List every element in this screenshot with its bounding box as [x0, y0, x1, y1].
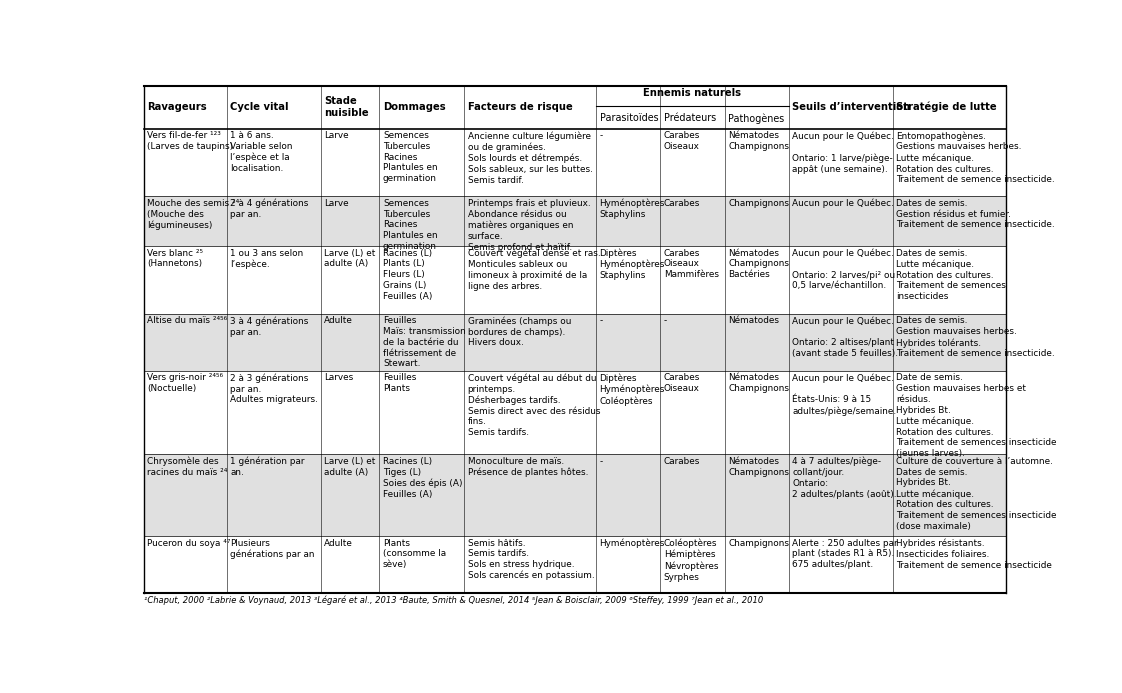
- Text: Vers gris-noir ²⁴⁵⁶
(Noctuelle): Vers gris-noir ²⁴⁵⁶ (Noctuelle): [147, 374, 223, 393]
- Bar: [144, 246, 1006, 314]
- Text: Feuilles
Plants: Feuilles Plants: [383, 374, 416, 393]
- Text: Dates de semis.
Gestion mauvaises herbes.
Hybrides tolérants.
Traitement de seme: Dates de semis. Gestion mauvaises herbes…: [896, 317, 1055, 358]
- Text: Monoculture de maïs.
Présence de plantes hôtes.: Monoculture de maïs. Présence de plantes…: [468, 457, 588, 477]
- Bar: [144, 536, 1006, 593]
- Text: Facteurs de risque: Facteurs de risque: [468, 102, 572, 112]
- Text: Couvert végétal dense et ras.
Monticules sableux ou
limoneux à proximité de la
l: Couvert végétal dense et ras. Monticules…: [468, 249, 600, 291]
- Text: Carabes
Oiseaux
Mammifères: Carabes Oiseaux Mammifères: [664, 249, 719, 279]
- Text: Aucun pour le Québec.

États-Unis: 9 à 15
adultes/piège/semaine.: Aucun pour le Québec. États-Unis: 9 à 15…: [792, 374, 896, 416]
- Text: Dommages: Dommages: [383, 102, 445, 112]
- Text: Racines (L)
Tiges (L)
Soies des épis (A)
Feuilles (A): Racines (L) Tiges (L) Soies des épis (A)…: [383, 457, 462, 499]
- Text: Larve: Larve: [324, 199, 349, 208]
- Text: Carabes: Carabes: [664, 457, 700, 466]
- Text: Aucun pour le Québec.: Aucun pour le Québec.: [792, 199, 894, 209]
- Text: Nématodes
Champignons
Bactéries: Nématodes Champignons Bactéries: [728, 249, 789, 279]
- Bar: [144, 128, 1006, 196]
- Text: Cycle vital: Cycle vital: [230, 102, 288, 112]
- Text: 4 à 7 adultes/piège-
collant/jour.
Ontario:
2 adultes/plants (août).: 4 à 7 adultes/piège- collant/jour. Ontar…: [792, 457, 896, 498]
- Text: Aucun pour le Québec.

Ontario: 1 larve/piège-
appât (une semaine).: Aucun pour le Québec. Ontario: 1 larve/p…: [792, 131, 894, 173]
- Text: Date de semis.
Gestion mauvaises herbes et
résidus.
Hybrides Bt.
Lutte mécanique: Date de semis. Gestion mauvaises herbes …: [896, 374, 1057, 458]
- Text: Dates de semis.
Gestion résidus et fumier.
Traitement de semence insecticide.: Dates de semis. Gestion résidus et fumie…: [896, 199, 1055, 229]
- Text: Hybrides résistants.
Insecticides foliaires.
Traitement de semence insecticide: Hybrides résistants. Insecticides foliai…: [896, 538, 1052, 570]
- Text: Prédateurs: Prédateurs: [664, 114, 716, 123]
- Text: Vers blanc ²⁵
(Hannetons): Vers blanc ²⁵ (Hannetons): [147, 249, 203, 268]
- Text: -: -: [599, 131, 603, 140]
- Text: Larve (L) et
adulte (A): Larve (L) et adulte (A): [324, 249, 376, 268]
- Bar: [144, 86, 1006, 128]
- Text: Hyménoptères
Staphylins: Hyménoptères Staphylins: [599, 199, 665, 219]
- Text: Ancienne culture légumière
ou de graminées.
Sols lourds et détrempés.
Sols sable: Ancienne culture légumière ou de graminé…: [468, 131, 592, 185]
- Text: Diptères
Hyménoptères
Staphylins: Diptères Hyménoptères Staphylins: [599, 249, 665, 280]
- Text: -: -: [599, 317, 603, 326]
- Text: -: -: [599, 457, 603, 466]
- Text: Puceron du soya ⁴⁷: Puceron du soya ⁴⁷: [147, 538, 231, 547]
- Text: Plants
(consomme la
sève): Plants (consomme la sève): [383, 538, 447, 569]
- Text: Nématodes
Champignons: Nématodes Champignons: [728, 131, 789, 151]
- Text: Semences
Tubercules
Racines
Plantules en
germination: Semences Tubercules Racines Plantules en…: [383, 199, 438, 251]
- Text: 2 à 4 générations
par an.: 2 à 4 générations par an.: [230, 199, 309, 219]
- Bar: [144, 454, 1006, 536]
- Text: Graminées (champs ou
bordures de champs).
Hivers doux.: Graminées (champs ou bordures de champs)…: [468, 317, 571, 347]
- Text: Altise du maïs ²⁴⁵⁶: Altise du maïs ²⁴⁵⁶: [147, 317, 228, 326]
- Text: -: -: [664, 317, 668, 326]
- Text: Alerte : 250 adultes par
plant (stades R1 à R5).
675 adultes/plant.: Alerte : 250 adultes par plant (stades R…: [792, 538, 898, 569]
- Text: Feuilles
Maïs: transmission
de la bactérie du
flétrissement de
Stewart.: Feuilles Maïs: transmission de la bactér…: [383, 317, 466, 369]
- Text: Larve: Larve: [324, 131, 349, 140]
- Text: 1 ou 3 ans selon
l’espèce.: 1 ou 3 ans selon l’espèce.: [230, 249, 303, 269]
- Text: Nématodes: Nématodes: [728, 317, 779, 326]
- Text: Stratégie de lutte: Stratégie de lutte: [896, 102, 996, 112]
- Text: ¹Chaput, 2000 ²Labrie & Voynaud, 2013 ³Légaré et al., 2013 ⁴Baute, Smith & Quesn: ¹Chaput, 2000 ²Labrie & Voynaud, 2013 ³L…: [144, 596, 763, 606]
- Text: Ennemis naturels: Ennemis naturels: [643, 88, 742, 98]
- Text: Larves: Larves: [324, 374, 353, 383]
- Bar: [144, 371, 1006, 454]
- Bar: [144, 314, 1006, 371]
- Text: Ravageurs: Ravageurs: [147, 102, 206, 112]
- Text: Aucun pour le Québec.

Ontario: 2 altises/plant
(avant stade 5 feuilles).: Aucun pour le Québec. Ontario: 2 altises…: [792, 317, 899, 358]
- Text: Seuils d’intervention: Seuils d’intervention: [792, 102, 910, 112]
- Text: Diptères
Hyménoptères
Coléoptères: Diptères Hyménoptères Coléoptères: [599, 374, 665, 405]
- Text: Nématodes
Champignons: Nématodes Champignons: [728, 457, 789, 477]
- Text: Printemps frais et pluvieux.
Abondance résidus ou
matières organiques en
surface: Printemps frais et pluvieux. Abondance r…: [468, 199, 590, 252]
- Text: Mouche des semis ²⁴
(Mouche des
légumineuses): Mouche des semis ²⁴ (Mouche des légumine…: [147, 199, 239, 230]
- Text: 2 à 3 générations
par an.
Adultes migrateurs.: 2 à 3 générations par an. Adultes migrat…: [230, 374, 318, 404]
- Text: Culture de couverture à l’automne.
Dates de semis.
Hybrides Bt.
Lutte mécanique.: Culture de couverture à l’automne. Dates…: [896, 457, 1057, 531]
- Text: Champignons: Champignons: [728, 538, 789, 547]
- Text: Dates de semis.
Lutte mécanique.
Rotation des cultures.
Traitement de semences
i: Dates de semis. Lutte mécanique. Rotatio…: [896, 249, 1006, 301]
- Text: Parasitoïdes: Parasitoïdes: [599, 114, 659, 123]
- Text: Hyménoptères: Hyménoptères: [599, 538, 665, 548]
- Text: Pathogènes: Pathogènes: [728, 113, 784, 123]
- Text: Champignons: Champignons: [728, 199, 789, 208]
- Text: Couvert végétal au début du
printemps.
Désherbages tardifs.
Semis direct avec de: Couvert végétal au début du printemps. D…: [468, 374, 600, 437]
- Text: Aucun pour le Québec.

Ontario: 2 larves/pi² ou
0,5 larve/échantillon.: Aucun pour le Québec. Ontario: 2 larves/…: [792, 249, 895, 290]
- Bar: [144, 196, 1006, 246]
- Text: Adulte: Adulte: [324, 538, 353, 547]
- Text: Chrysomèle des
racines du maïs ²⁴: Chrysomèle des racines du maïs ²⁴: [147, 457, 228, 477]
- Text: Semis hâtifs.
Semis tardifs.
Sols en stress hydrique.
Sols carencés en potassium: Semis hâtifs. Semis tardifs. Sols en str…: [468, 538, 595, 581]
- Text: Adulte: Adulte: [324, 317, 353, 326]
- Text: Carabes: Carabes: [664, 199, 700, 208]
- Text: Stade
nuisible: Stade nuisible: [324, 96, 369, 118]
- Text: Carabes
Oiseaux: Carabes Oiseaux: [664, 131, 700, 151]
- Text: 1 génération par
an.: 1 génération par an.: [230, 457, 305, 477]
- Text: Vers fil-de-fer ¹²³
(Larves de taupins): Vers fil-de-fer ¹²³ (Larves de taupins): [147, 131, 233, 151]
- Text: Semences
Tubercules
Racines
Plantules en
germination: Semences Tubercules Racines Plantules en…: [383, 131, 438, 183]
- Text: Carabes
Oiseaux: Carabes Oiseaux: [664, 374, 700, 393]
- Text: Plusieurs
générations par an: Plusieurs générations par an: [230, 538, 314, 559]
- Text: Larve (L) et
adulte (A): Larve (L) et adulte (A): [324, 457, 376, 477]
- Text: 3 à 4 générations
par an.: 3 à 4 générations par an.: [230, 317, 309, 337]
- Text: 1 à 6 ans.
Variable selon
l’espèce et la
localisation.: 1 à 6 ans. Variable selon l’espèce et la…: [230, 131, 293, 173]
- Text: Entomopathogènes.
Gestions mauvaises herbes.
Lutte mécanique.
Rotation des cultu: Entomopathogènes. Gestions mauvaises her…: [896, 131, 1055, 184]
- Text: Racines (L)
Plants (L)
Fleurs (L)
Grains (L)
Feuilles (A): Racines (L) Plants (L) Fleurs (L) Grains…: [383, 249, 432, 301]
- Text: Nématodes
Champignons: Nématodes Champignons: [728, 374, 789, 393]
- Text: Coléoptères
Hémiptères
Névroptères
Syrphes: Coléoptères Hémiptères Névroptères Syrph…: [664, 538, 718, 581]
